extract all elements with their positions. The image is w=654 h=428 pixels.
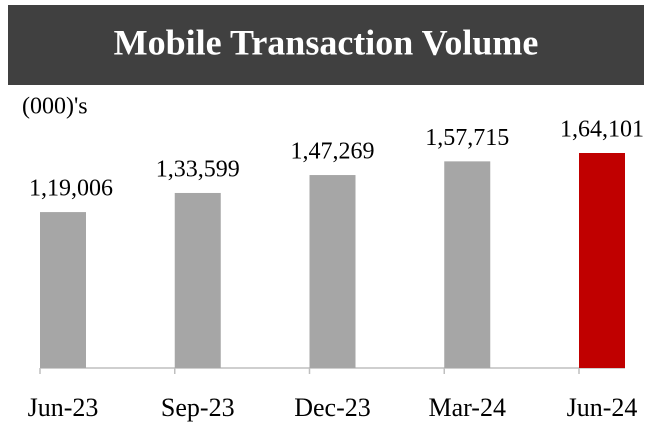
bar — [309, 175, 356, 368]
value-label: 1,47,269 — [291, 139, 375, 165]
x-tick-label: Mar-24 — [429, 393, 506, 422]
x-tick-label: Jun-23 — [28, 393, 99, 422]
title-box — [8, 5, 644, 85]
value-label: 1,57,715 — [425, 125, 509, 151]
x-tick-label: Sep-23 — [161, 393, 235, 422]
value-label: 1,19,006 — [29, 176, 113, 202]
x-tick-label: Dec-23 — [294, 393, 371, 422]
bar — [444, 161, 491, 368]
value-label: 1,33,599 — [156, 156, 240, 182]
unit-label: (000)'s — [22, 94, 88, 120]
x-tick-label: Jun-24 — [567, 393, 638, 422]
chart-title: Mobile Transaction Volume — [114, 22, 539, 62]
bar — [579, 153, 625, 368]
bar — [174, 192, 221, 368]
bar — [40, 212, 86, 368]
value-label: 1,64,101 — [560, 117, 644, 143]
